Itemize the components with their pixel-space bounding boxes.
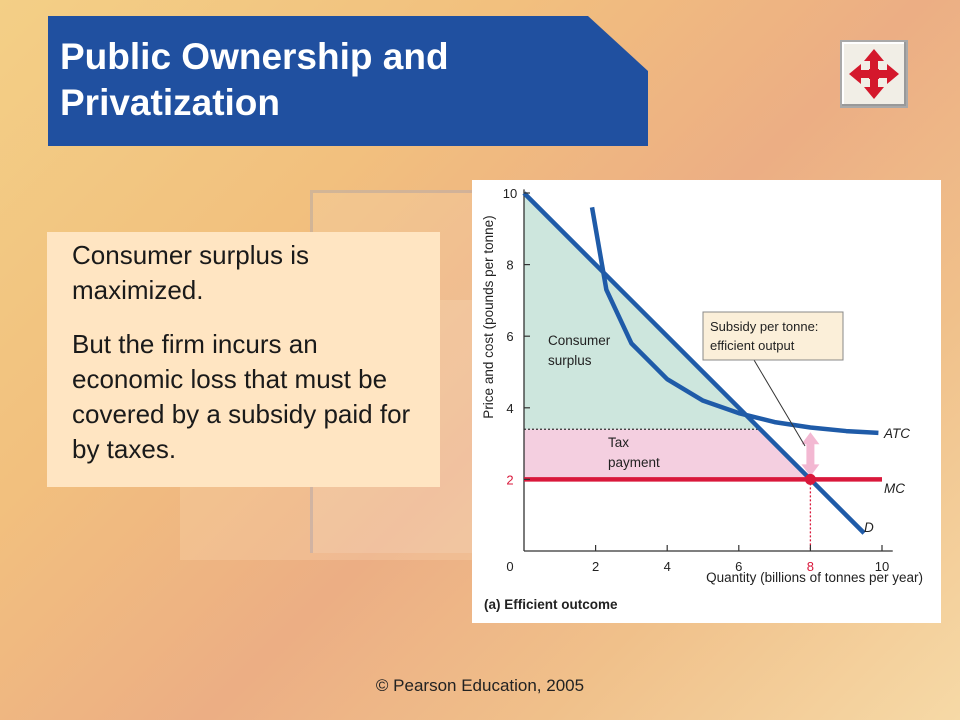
annotation-box — [702, 311, 844, 361]
efficient-outcome-chart: 2 4 6 8 10 0 2 4 6 8 10 Quantity (billions of tonn… — [481, 186, 923, 612]
x-axis-label: Quantity (billions of tonnes per year) — [706, 570, 923, 585]
annotation-leader-line — [753, 359, 806, 447]
y-axis-label: Price and cost (pounds per tonne) — [481, 215, 496, 418]
x-tick-label-0: 0 — [506, 559, 513, 574]
four-way-arrows-icon — [849, 49, 899, 99]
y-tick-label-4: 4 — [506, 401, 513, 416]
tax-payment-label-line1: Tax — [608, 435, 629, 450]
subsidy-arrow — [801, 432, 820, 477]
consumer-surplus-label-line2: surplus — [548, 353, 592, 368]
x-tick-label-10: 10 — [875, 559, 889, 574]
annotation-text-line1: Subsidy per tonne: — [710, 319, 818, 334]
y-tick-label-8: 8 — [506, 258, 513, 273]
tax-payment-label-line2: payment — [608, 455, 660, 470]
chart-panel: 2 4 6 8 10 0 2 4 6 8 10 Quantity (billions of tonn… — [472, 180, 941, 623]
efficient-point-marker — [804, 473, 816, 485]
x-tick-label-6: 6 — [735, 559, 742, 574]
x-tick-label-4: 4 — [664, 559, 671, 574]
navigation-button[interactable] — [840, 40, 908, 108]
bullet-economic-loss: But the firm incurs an economic loss tha… — [72, 329, 411, 464]
y-tick-label-2: 2 — [506, 472, 513, 487]
slide-title: Public Ownership and Privatization — [60, 36, 449, 123]
mc-label: MC — [884, 481, 905, 496]
y-tick-label-6: 6 — [506, 329, 513, 344]
demand-label: D — [864, 520, 874, 535]
title-banner — [48, 16, 648, 146]
consumer-surplus-label-line1: Consumer — [548, 333, 611, 348]
x-tick-label-8: 8 — [807, 559, 814, 574]
chart-caption: (a) Efficient outcome — [484, 597, 618, 612]
atc-curve — [589, 206, 879, 436]
atc-label: ATC — [883, 426, 910, 441]
bullet-consumer-surplus: Consumer surplus is maximized. — [72, 240, 309, 305]
text-panel — [47, 232, 440, 487]
x-tick-label-2: 2 — [592, 559, 599, 574]
tax-payment-area — [524, 429, 811, 480]
annotation-text-line2: efficient output — [710, 338, 795, 353]
y-tick-label-10: 10 — [503, 186, 517, 201]
copyright-footer: © Pearson Education, 2005 — [375, 676, 585, 695]
